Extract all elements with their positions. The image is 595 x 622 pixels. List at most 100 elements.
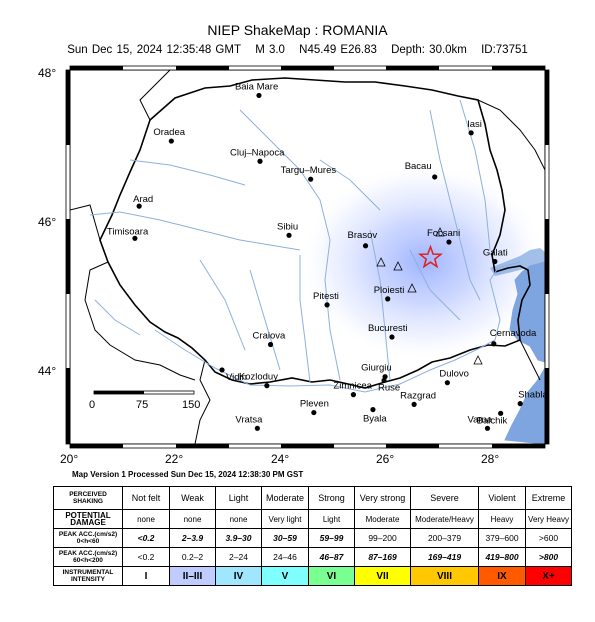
lon-label-22: 22° [165, 452, 184, 466]
event-id: ID:73751 [481, 44, 528, 56]
city-label: Arad [133, 194, 153, 205]
legend-row-header: POTENTIAL DAMAGE [53, 509, 123, 529]
legend-cell: Heavy [478, 509, 526, 529]
city-marker [286, 232, 292, 238]
legend-cell: >800 [525, 547, 572, 567]
intensity-swatch: VIII [410, 566, 479, 586]
legend-cell: 3.9–30 [215, 528, 262, 548]
legend-cell: Strong [308, 486, 355, 510]
city-label: Cernavoda [490, 328, 537, 339]
scale-label-0: 0 [89, 399, 96, 411]
city-layer: Baia Mare Iasi Oradea Cluj–Napoca Targu–Mure… [107, 81, 548, 431]
black-sea [504, 261, 545, 444]
legend-row-shaking: PERCEIVED SHAKING Not felt Weak Light Mo… [53, 486, 572, 510]
serbia-border [84, 261, 196, 381]
legend-cell: 2–3.9 [169, 528, 216, 548]
lat-label-46: 46° [38, 215, 57, 229]
process-version-line: Map Version 1 Processed Sun Dec 15, 2024… [72, 470, 304, 479]
city-label: Pleven [300, 399, 329, 410]
legend-cell: Moderate/Heavy [410, 509, 479, 529]
city-marker [498, 410, 504, 416]
event-date: Sun Dec 15, 2024 12:35:48 GMT [67, 44, 241, 56]
legend-row-header: PEAK ACC.(cm/s2) 0<h<60 [53, 528, 123, 548]
legend-cell: 169–419 [410, 547, 479, 567]
legend-cell: 24–46 [261, 547, 309, 567]
city-label: Timisoara [107, 226, 149, 237]
intensity-swatch: X+ [525, 566, 572, 586]
city-marker [132, 235, 138, 241]
intensity-swatch: II–III [169, 566, 216, 586]
map-frame-ticks [65, 65, 550, 449]
legend-row-header: INSTRUMENTAL INTENSITY [53, 566, 123, 586]
city-label: Varna [467, 414, 492, 425]
city-marker [444, 380, 450, 386]
legend-cell: >600 [525, 528, 572, 548]
city-label: Dulovo [439, 369, 469, 380]
legend-cell: Moderate [354, 509, 411, 529]
city-marker [385, 296, 391, 302]
city-label: Ploiesti [374, 285, 405, 296]
legend-row-header: PERCEIVED SHAKING [53, 486, 123, 510]
legend-cell: <0.2 [122, 528, 170, 548]
lat-label-48: 48° [38, 66, 57, 80]
legend-row-peak-acc-intermediate: PEAK ACC.(cm/s2) 60<h<200 <0.2 0.2–2 2–2… [53, 547, 572, 567]
lat-label-44: 44° [38, 364, 57, 378]
city-label: Craiova [253, 331, 286, 342]
map-title: NIEP ShakeMap : ROMANIA [207, 22, 388, 38]
lon-label-20: 20° [60, 452, 79, 466]
city-marker [362, 243, 369, 249]
city-marker [381, 377, 387, 384]
intensity-swatch: VI [308, 566, 355, 586]
legend-cell: Light [308, 509, 355, 529]
city-marker [256, 92, 262, 99]
legend-cell: <0.2 [122, 547, 170, 567]
city-marker [350, 392, 357, 398]
city-label: Sibiu [277, 221, 298, 232]
intensity-swatch: V [261, 566, 309, 586]
intensity-swatch: VII [354, 566, 411, 586]
stations [376, 227, 483, 365]
romania-border [99, 77, 531, 389]
city-label: Giurgiu [361, 363, 392, 374]
city-marker [257, 158, 263, 164]
city-label: Zimnicea [333, 381, 372, 392]
city-label: Byala [363, 414, 387, 425]
city-label: Bucuresti [368, 323, 408, 334]
city-marker [517, 401, 523, 407]
legend-cell: 59–99 [308, 528, 355, 548]
intensity-swatch: IX [478, 566, 526, 586]
city-label: Brasov [348, 230, 378, 241]
city-marker [432, 174, 438, 180]
legend-cell: none [215, 509, 262, 529]
city-label: Focsani [427, 228, 460, 239]
epicenter-star-icon [417, 244, 443, 269]
legend-cell: 379–600 [478, 528, 526, 548]
city-label: Targu–Mures [281, 165, 337, 176]
city-label: Ruse [378, 382, 400, 393]
legend-cell: 46–87 [308, 547, 355, 567]
city-label: Galati [483, 247, 508, 258]
legend-cell: 99–200 [354, 528, 411, 548]
legend-cell: Moderate [261, 486, 309, 510]
event-magnitude: M 3.0 [255, 44, 285, 56]
legend-cell: none [169, 509, 216, 529]
event-depth: Depth: 30.0km [391, 44, 467, 56]
city-marker [491, 341, 497, 347]
city-marker [254, 425, 260, 431]
city-marker [264, 383, 270, 389]
shaking-intensity-area [299, 162, 545, 362]
moldova-border [477, 99, 545, 171]
lon-label-24: 24° [271, 452, 290, 466]
city-marker [370, 406, 376, 413]
legend-cell: none [122, 509, 170, 529]
city-marker [324, 302, 330, 308]
city-label: Baia Mare [235, 81, 278, 92]
legend-cell: Not felt [122, 486, 170, 510]
legend-cell: 0.2–2 [169, 547, 216, 567]
scale-label-150: 150 [182, 399, 201, 411]
legend-cell: 419–800 [478, 547, 526, 567]
hungary-border [70, 70, 171, 241]
lon-label-26: 26° [376, 452, 395, 466]
intensity-swatch: I [122, 566, 170, 586]
city-label: Shabla [518, 390, 548, 401]
